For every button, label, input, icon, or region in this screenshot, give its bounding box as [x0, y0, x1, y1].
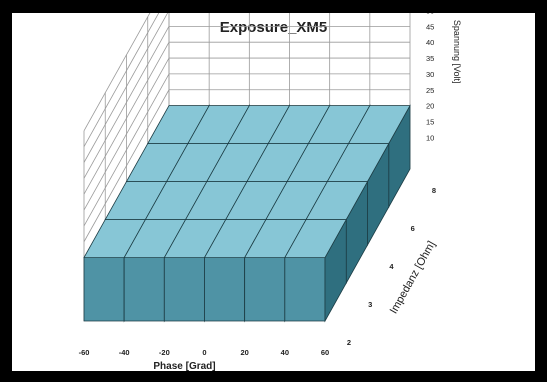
bar-front-face [83, 257, 125, 322]
x-tick-label: -60 [79, 348, 90, 357]
chart-title: Exposure_XM5 [219, 19, 328, 36]
y-tick-label: 3 [368, 300, 372, 309]
left-wall-hline [83, 73, 170, 227]
left-wall-hline [83, 13, 151, 131]
bar-front-face [284, 257, 326, 322]
y-tick-label: 6 [411, 224, 415, 233]
bar-front-face [123, 257, 165, 322]
chart-frame: Exposure_XM5 1015202530354045505560-60-4… [12, 13, 535, 371]
z-tick-label: 45 [426, 22, 434, 31]
left-wall-hline [83, 26, 170, 179]
left-wall-hline [83, 57, 170, 211]
y-axis-label: Impedanz [Ohm] [388, 239, 438, 316]
x-tick-label: 0 [202, 348, 206, 357]
z-tick-label: 35 [426, 54, 434, 63]
left-wall-hline [83, 13, 169, 163]
z-tick-label: 20 [426, 102, 434, 111]
y-tick-label: 2 [347, 338, 351, 347]
x-tick-label: 60 [321, 348, 329, 357]
bar-front-face [244, 257, 286, 322]
left-wall-hline [83, 89, 170, 242]
z-tick-label: 10 [426, 133, 434, 142]
bar-top-face [284, 219, 347, 259]
z-axis-label: Spannung [Volt] [452, 20, 462, 84]
y-tick-label: 4 [389, 262, 394, 271]
z-tick-label: 40 [426, 38, 434, 47]
z-tick-label: 15 [426, 117, 434, 126]
bar-front-face [204, 257, 246, 322]
left-wall-hline [83, 13, 160, 147]
x-tick-label: 40 [281, 348, 289, 357]
bar-front-face [163, 257, 205, 322]
x-tick-label: -40 [119, 348, 130, 357]
x-axis-label: Phase [Grad] [153, 361, 215, 371]
x-tick-label: -20 [159, 348, 170, 357]
chart-3d-bars: 1015202530354045505560-60-40-20020406023… [79, 13, 462, 371]
z-tick-label: 30 [426, 70, 434, 79]
left-wall-hline [83, 42, 170, 195]
z-tick-label: 25 [426, 86, 434, 95]
y-tick-label: 8 [432, 186, 436, 195]
x-tick-label: 20 [240, 348, 248, 357]
chart-bars [83, 104, 411, 323]
z-tick-label: 50 [426, 13, 434, 16]
